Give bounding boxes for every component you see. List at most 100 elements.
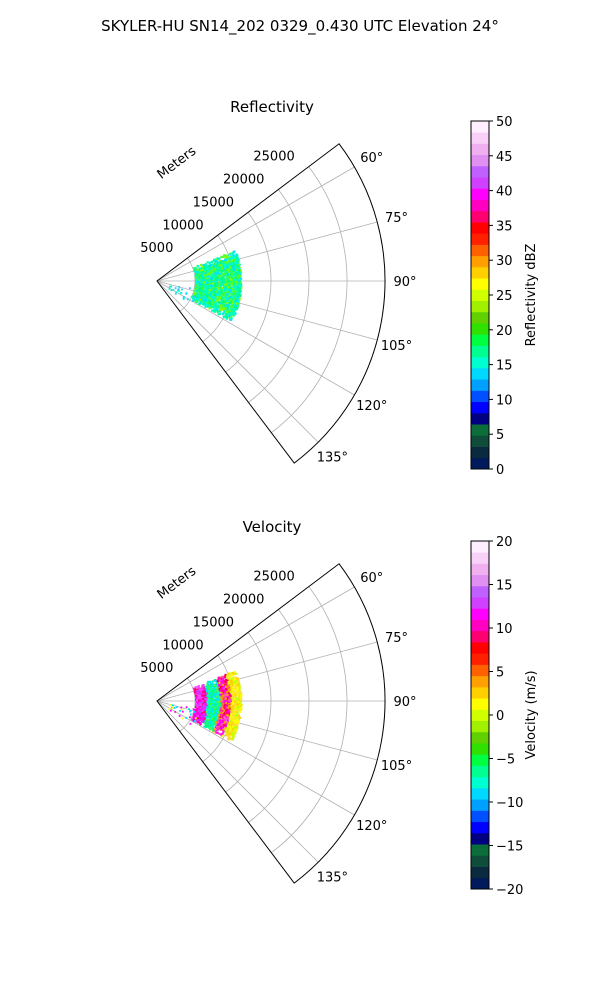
echo-gate: [232, 733, 235, 736]
echo-gate: [231, 725, 234, 728]
echo-gate: [209, 284, 212, 287]
echo-gate: [230, 317, 233, 320]
echo-gate: [238, 286, 241, 289]
colorbar-tick-label: −20: [496, 883, 523, 898]
echo-gate: [214, 266, 217, 269]
echo-gate: [206, 304, 209, 307]
echo-gate: [209, 712, 212, 715]
echo-gate: [218, 294, 221, 297]
echo-gate: [226, 721, 229, 724]
echo-gate: [230, 673, 234, 676]
echo-gate: [235, 253, 238, 256]
echo-gate: [213, 288, 216, 291]
echo-gate: [221, 732, 224, 735]
echo-gate: [215, 264, 218, 267]
echo-gate: [227, 682, 230, 685]
sparse-gate: [180, 708, 183, 711]
echo-gate: [211, 303, 214, 306]
echo-gate: [196, 688, 199, 691]
echo-gate: [212, 692, 216, 696]
echo-gate: [225, 726, 228, 729]
echo-gate: [202, 286, 205, 289]
echo-gate: [234, 696, 237, 700]
echo-gate: [199, 300, 202, 303]
echo-gate: [211, 698, 214, 701]
echo-gate: [222, 278, 225, 281]
echo-gate: [212, 685, 216, 689]
echo-gate: [217, 722, 220, 726]
echo-gate: [213, 296, 216, 299]
colorbar-tick-label: 20: [496, 324, 513, 339]
echo-gate: [203, 688, 206, 691]
echo-gate: [209, 721, 212, 724]
echo-gate: [231, 684, 234, 688]
sparse-gate: [194, 713, 196, 716]
colorbar-tick-label: 25: [496, 289, 513, 304]
echo-gate: [205, 689, 208, 692]
colorbar-segment: [471, 255, 489, 268]
echo-gate: [237, 289, 240, 292]
echo-gate: [232, 280, 235, 283]
echo-gate: [216, 310, 219, 313]
echo-gate: [234, 688, 237, 691]
echo-gate: [233, 681, 236, 684]
colorbar-tick-label: 20: [496, 535, 513, 550]
echo-gate: [218, 724, 221, 727]
echo-gate: [214, 299, 217, 302]
echo-gate: [204, 279, 207, 282]
echo-gate: [228, 253, 231, 256]
echo-gate: [199, 723, 202, 726]
echo-gate: [211, 722, 214, 725]
echo-gate: [225, 273, 228, 276]
echo-gate: [225, 691, 228, 694]
echo-gate: [220, 697, 223, 700]
echo-gate: [225, 293, 228, 296]
echo-gate: [217, 271, 220, 275]
echo-gate: [202, 708, 206, 712]
echo-gate: [207, 287, 210, 290]
colorbar-tick-label: 0: [496, 709, 504, 724]
echo-gate: [218, 732, 221, 735]
echo-gate: [229, 694, 232, 697]
echo-gate: [219, 719, 222, 722]
echo-gate: [225, 732, 228, 735]
echo-gate: [213, 308, 216, 311]
echo-gate: [206, 723, 209, 726]
echo-gate: [237, 680, 240, 683]
echo-gate: [222, 306, 225, 309]
echo-gate: [226, 700, 229, 703]
echo-gate: [231, 710, 234, 713]
echo-gate: [223, 711, 226, 714]
echo-gate: [218, 696, 221, 699]
echo-gate: [238, 288, 241, 291]
echo-gate: [224, 724, 227, 727]
echo-gate: [207, 688, 210, 691]
echo-gate: [207, 706, 210, 709]
echo-gate: [224, 694, 227, 697]
echo-gate: [219, 307, 222, 310]
colorbar-segment: [471, 446, 489, 459]
echo-gate: [236, 264, 239, 268]
colorbar-segment: [471, 675, 489, 688]
echo-gate: [203, 291, 206, 294]
echo-gate: [236, 693, 239, 697]
echo-gate: [226, 691, 229, 694]
echo-gate: [202, 303, 205, 306]
echo-gate: [238, 688, 241, 691]
echo-gate: [199, 703, 202, 706]
echo-gate: [236, 268, 239, 271]
echo-gate: [199, 711, 202, 714]
echo-gate: [222, 722, 225, 726]
r-tick-label: 5000: [140, 241, 173, 256]
sector-outline: [156, 563, 386, 884]
echo-gate: [239, 704, 242, 708]
echo-gate: [235, 692, 238, 695]
sparse-gate: [172, 704, 174, 707]
colorbar-segment: [471, 765, 489, 778]
sparse-gate: [181, 710, 184, 713]
echo-gate: [225, 298, 229, 302]
echo-gate: [236, 683, 239, 686]
echo-gate: [211, 707, 214, 710]
echo-gate: [215, 289, 218, 292]
echo-gate: [211, 713, 214, 716]
